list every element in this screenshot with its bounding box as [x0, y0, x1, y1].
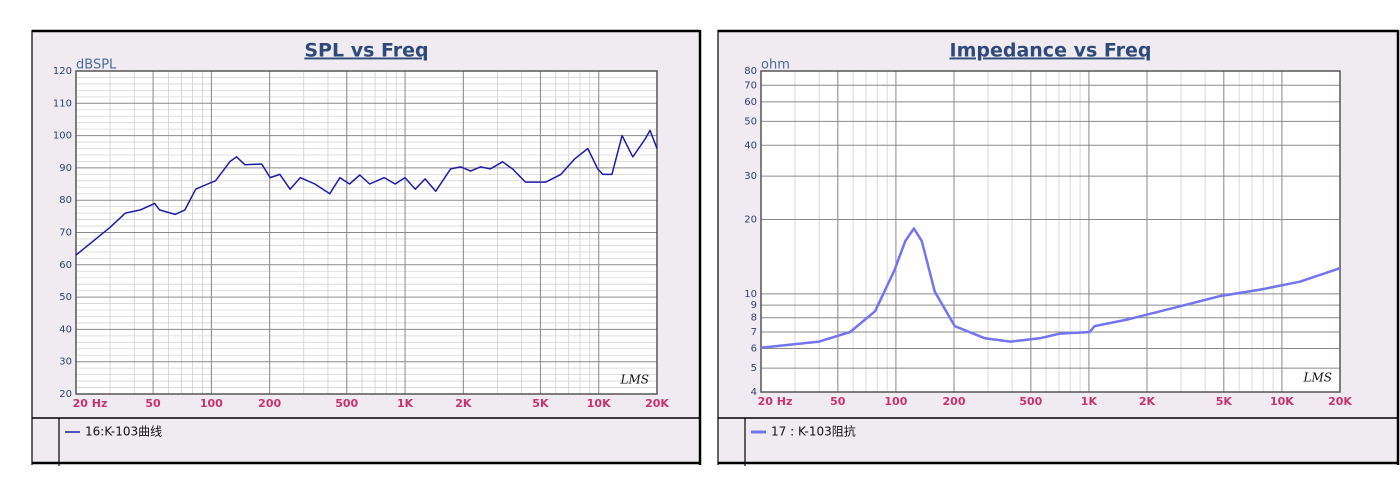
x-tick-label: 2K — [455, 397, 472, 410]
y-tick-label: 6 — [751, 344, 757, 355]
y-tick-label: 50 — [744, 116, 757, 127]
y-tick-label: 60 — [59, 260, 72, 271]
x-tick-label: 5K — [1216, 395, 1233, 408]
x-tick-label: 200 — [258, 397, 281, 410]
x-tick-label: 10K — [587, 397, 611, 410]
annotation: LMS — [1303, 371, 1332, 385]
y-tick-label: 80 — [59, 195, 72, 206]
y-tick-label: 20 — [744, 215, 757, 226]
chart-title: Impedance vs Freq — [950, 40, 1152, 62]
x-tick-label: 50 — [830, 395, 846, 408]
x-tick-label: 20 Hz — [758, 395, 793, 408]
y-tick-label: 5 — [751, 363, 757, 374]
y-axis-label: dBSPL — [76, 58, 117, 73]
legend-label: 16:K-103曲线 — [85, 425, 162, 439]
y-tick-label: 110 — [53, 98, 72, 109]
x-tick-label: 1K — [397, 397, 414, 410]
legend-label: 17 : K-103阻抗 — [771, 424, 856, 439]
x-tick-label: 500 — [335, 397, 358, 410]
x-tick-label: 2K — [1139, 395, 1156, 408]
y-tick-label: 10 — [744, 289, 757, 300]
y-tick-label: 30 — [744, 171, 757, 182]
y-tick-label: 30 — [59, 357, 72, 368]
x-tick-label: 5K — [532, 397, 549, 410]
y-tick-label: 9 — [751, 300, 757, 311]
x-tick-label: 10K — [1270, 395, 1294, 408]
plot-border — [760, 70, 1341, 393]
y-tick-label: 20 — [59, 389, 72, 400]
chart-title: SPL vs Freq — [304, 40, 428, 62]
y-tick-label: 90 — [59, 163, 72, 174]
x-tick-label: 1K — [1081, 395, 1098, 408]
y-tick-label: 100 — [53, 131, 72, 142]
series-line — [760, 227, 1341, 349]
x-tick-label: 200 — [943, 395, 966, 408]
y-tick-label: 50 — [59, 292, 72, 303]
y-tick-label: 120 — [53, 66, 72, 77]
x-tick-label: 20 Hz — [73, 397, 108, 410]
annotation: LMS — [620, 373, 649, 387]
plot-border — [75, 70, 658, 395]
y-tick-label: 7 — [751, 327, 757, 338]
y-tick-label: 40 — [744, 140, 757, 151]
y-tick-label: 8 — [751, 313, 757, 324]
y-tick-label: 70 — [59, 228, 72, 239]
x-tick-label: 20K — [1328, 395, 1352, 408]
y-axis-label: ohm — [761, 58, 790, 73]
x-tick-label: 500 — [1019, 395, 1042, 408]
x-tick-label: 100 — [200, 397, 223, 410]
x-tick-label: 20K — [645, 397, 669, 410]
plot-area — [761, 71, 1340, 392]
y-tick-label: 80 — [744, 66, 757, 77]
y-tick-label: 40 — [59, 324, 72, 335]
x-tick-label: 100 — [884, 395, 907, 408]
x-tick-label: 50 — [145, 397, 161, 410]
y-tick-label: 60 — [744, 97, 757, 108]
y-tick-label: 70 — [744, 80, 757, 91]
series-line — [75, 129, 658, 256]
y-tick-label: 4 — [751, 387, 757, 398]
